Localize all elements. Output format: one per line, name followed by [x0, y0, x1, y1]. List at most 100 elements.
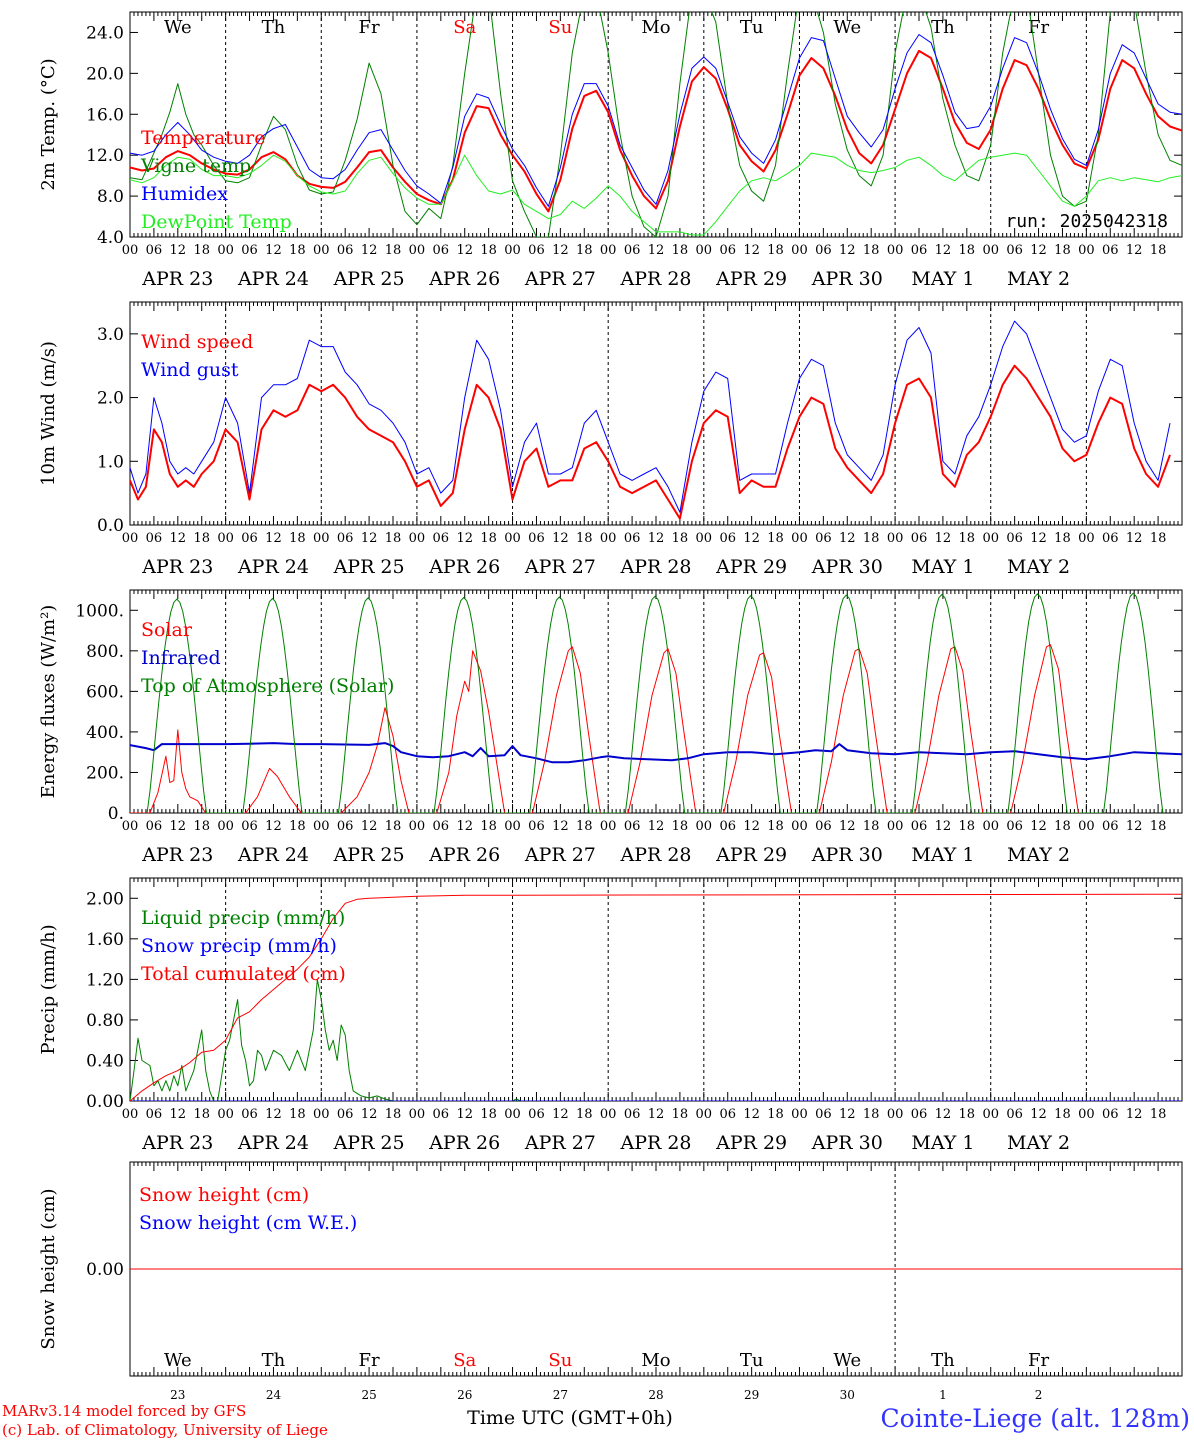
weekday-label: Tu	[740, 17, 764, 38]
hour-label: 12	[839, 1107, 856, 1122]
weekday-label: Th	[931, 17, 955, 38]
hour-label: 18	[385, 1107, 402, 1122]
date-label: APR 30	[811, 844, 883, 866]
hour-label: 18	[193, 1107, 210, 1122]
legend-entry: Wind gust	[141, 359, 239, 381]
hour-label: 06	[337, 1107, 354, 1122]
hour-label: 06	[719, 1107, 736, 1122]
series-group	[130, 320, 1171, 520]
hour-label: 18	[480, 819, 497, 834]
hour-label: 18	[576, 819, 593, 834]
y-axis-label: Energy fluxes (W/m²)	[38, 605, 59, 799]
hour-label: 06	[1006, 531, 1023, 546]
hour-label: 18	[1150, 819, 1167, 834]
hour-label: 18	[767, 819, 784, 834]
hour-label: 12	[361, 1107, 378, 1122]
series-line-total-cumulated-cm-	[130, 893, 1182, 1101]
date-label: APR 27	[524, 268, 596, 290]
day-number-label: 25	[361, 1388, 376, 1402]
hour-label: 12	[839, 531, 856, 546]
hour-label: 18	[863, 531, 880, 546]
hour-label: 00	[791, 819, 808, 834]
hour-label: 18	[1150, 1107, 1167, 1122]
hour-label: 00	[696, 1107, 713, 1122]
hour-label: 06	[624, 819, 641, 834]
hour-label: 00	[1078, 531, 1095, 546]
hour-label: 00	[982, 243, 999, 258]
hour-label: 12	[456, 819, 473, 834]
legend-entry: Total cumulated (cm)	[141, 963, 346, 985]
hour-label: 06	[1102, 819, 1119, 834]
hour-label: 18	[385, 243, 402, 258]
y-tick-label: 2.00	[86, 889, 124, 909]
legend-entry: Snow height (cm W.E.)	[139, 1212, 357, 1234]
y-tick-label: 1.0	[97, 452, 124, 472]
hour-label: 06	[433, 1107, 450, 1122]
hour-label: 00	[122, 819, 139, 834]
hour-label: 06	[624, 531, 641, 546]
series-line-liquid-precip-mm-h-	[130, 978, 1182, 1101]
hour-label: 18	[959, 1107, 976, 1122]
y-tick-label: 3.0	[97, 325, 124, 345]
legend-entry: Infrared	[141, 647, 221, 669]
hour-label: 18	[863, 1107, 880, 1122]
hour-label: 18	[672, 819, 689, 834]
legend-entry: Wind speed	[141, 331, 253, 353]
hour-label: 12	[552, 243, 569, 258]
hour-label: 00	[696, 819, 713, 834]
y-axis-label: Snow height (cm)	[38, 1188, 59, 1349]
date-label: APR 25	[333, 268, 405, 290]
hour-label: 00	[504, 1107, 521, 1122]
hour-label: 12	[1126, 243, 1143, 258]
y-tick-label: 16.0	[86, 105, 124, 125]
hour-label: 18	[672, 531, 689, 546]
hour-label: 06	[719, 819, 736, 834]
y-tick-label: 0.00	[86, 1092, 124, 1112]
day-number-label: 26	[457, 1388, 472, 1402]
date-label: APR 27	[524, 556, 596, 578]
hour-label: 18	[193, 819, 210, 834]
hour-label: 18	[193, 243, 210, 258]
series-line-wind-gust	[130, 320, 1171, 513]
hour-label: 06	[1006, 243, 1023, 258]
hour-label: 00	[122, 243, 139, 258]
date-label: APR 30	[811, 556, 883, 578]
y-tick-label: 200.	[86, 763, 124, 783]
weekday-label: Mo	[641, 17, 670, 38]
y-tick-label: 2.0	[97, 389, 124, 409]
day-number-label: 29	[744, 1388, 759, 1402]
hour-label: 18	[1054, 1107, 1071, 1122]
hour-label: 06	[528, 819, 545, 834]
hour-label: 12	[839, 819, 856, 834]
hour-label: 06	[528, 531, 545, 546]
hour-label: 12	[743, 531, 760, 546]
hour-label: 12	[1126, 819, 1143, 834]
hour-label: 06	[337, 243, 354, 258]
hour-label: 06	[624, 243, 641, 258]
hour-label: 06	[433, 819, 450, 834]
date-label: APR 23	[141, 844, 213, 866]
hour-label: 18	[863, 819, 880, 834]
date-label: MAY 1	[911, 268, 974, 290]
weekday-label: We	[164, 1350, 192, 1371]
hour-label: 06	[1102, 243, 1119, 258]
weekday-label: Sa	[453, 17, 476, 38]
hour-label: 12	[1030, 1107, 1047, 1122]
weekday-label: We	[833, 1350, 861, 1371]
y-tick-label: 800.	[86, 642, 124, 662]
hour-label: 12	[265, 1107, 282, 1122]
hour-label: 12	[552, 819, 569, 834]
weekday-label: Tu	[740, 1350, 764, 1371]
date-label: APR 25	[333, 1132, 405, 1154]
date-label: APR 29	[715, 1132, 787, 1154]
panel-energy: 0. 200. 400. 600. 800. 1000. Energy fluxes (W/…	[38, 589, 1183, 866]
hour-label: 06	[624, 1107, 641, 1122]
y-tick-label: 1.20	[86, 970, 124, 990]
hour-label: 06	[815, 243, 832, 258]
panel-precip: 0.00 0.40 0.80 1.20 1.60 2.00 Precip (mm/h) 00 0…	[38, 877, 1183, 1154]
date-label: APR 29	[715, 844, 787, 866]
weekday-label: Fr	[359, 1350, 380, 1371]
hour-label: 06	[241, 1107, 258, 1122]
date-label: APR 29	[715, 268, 787, 290]
